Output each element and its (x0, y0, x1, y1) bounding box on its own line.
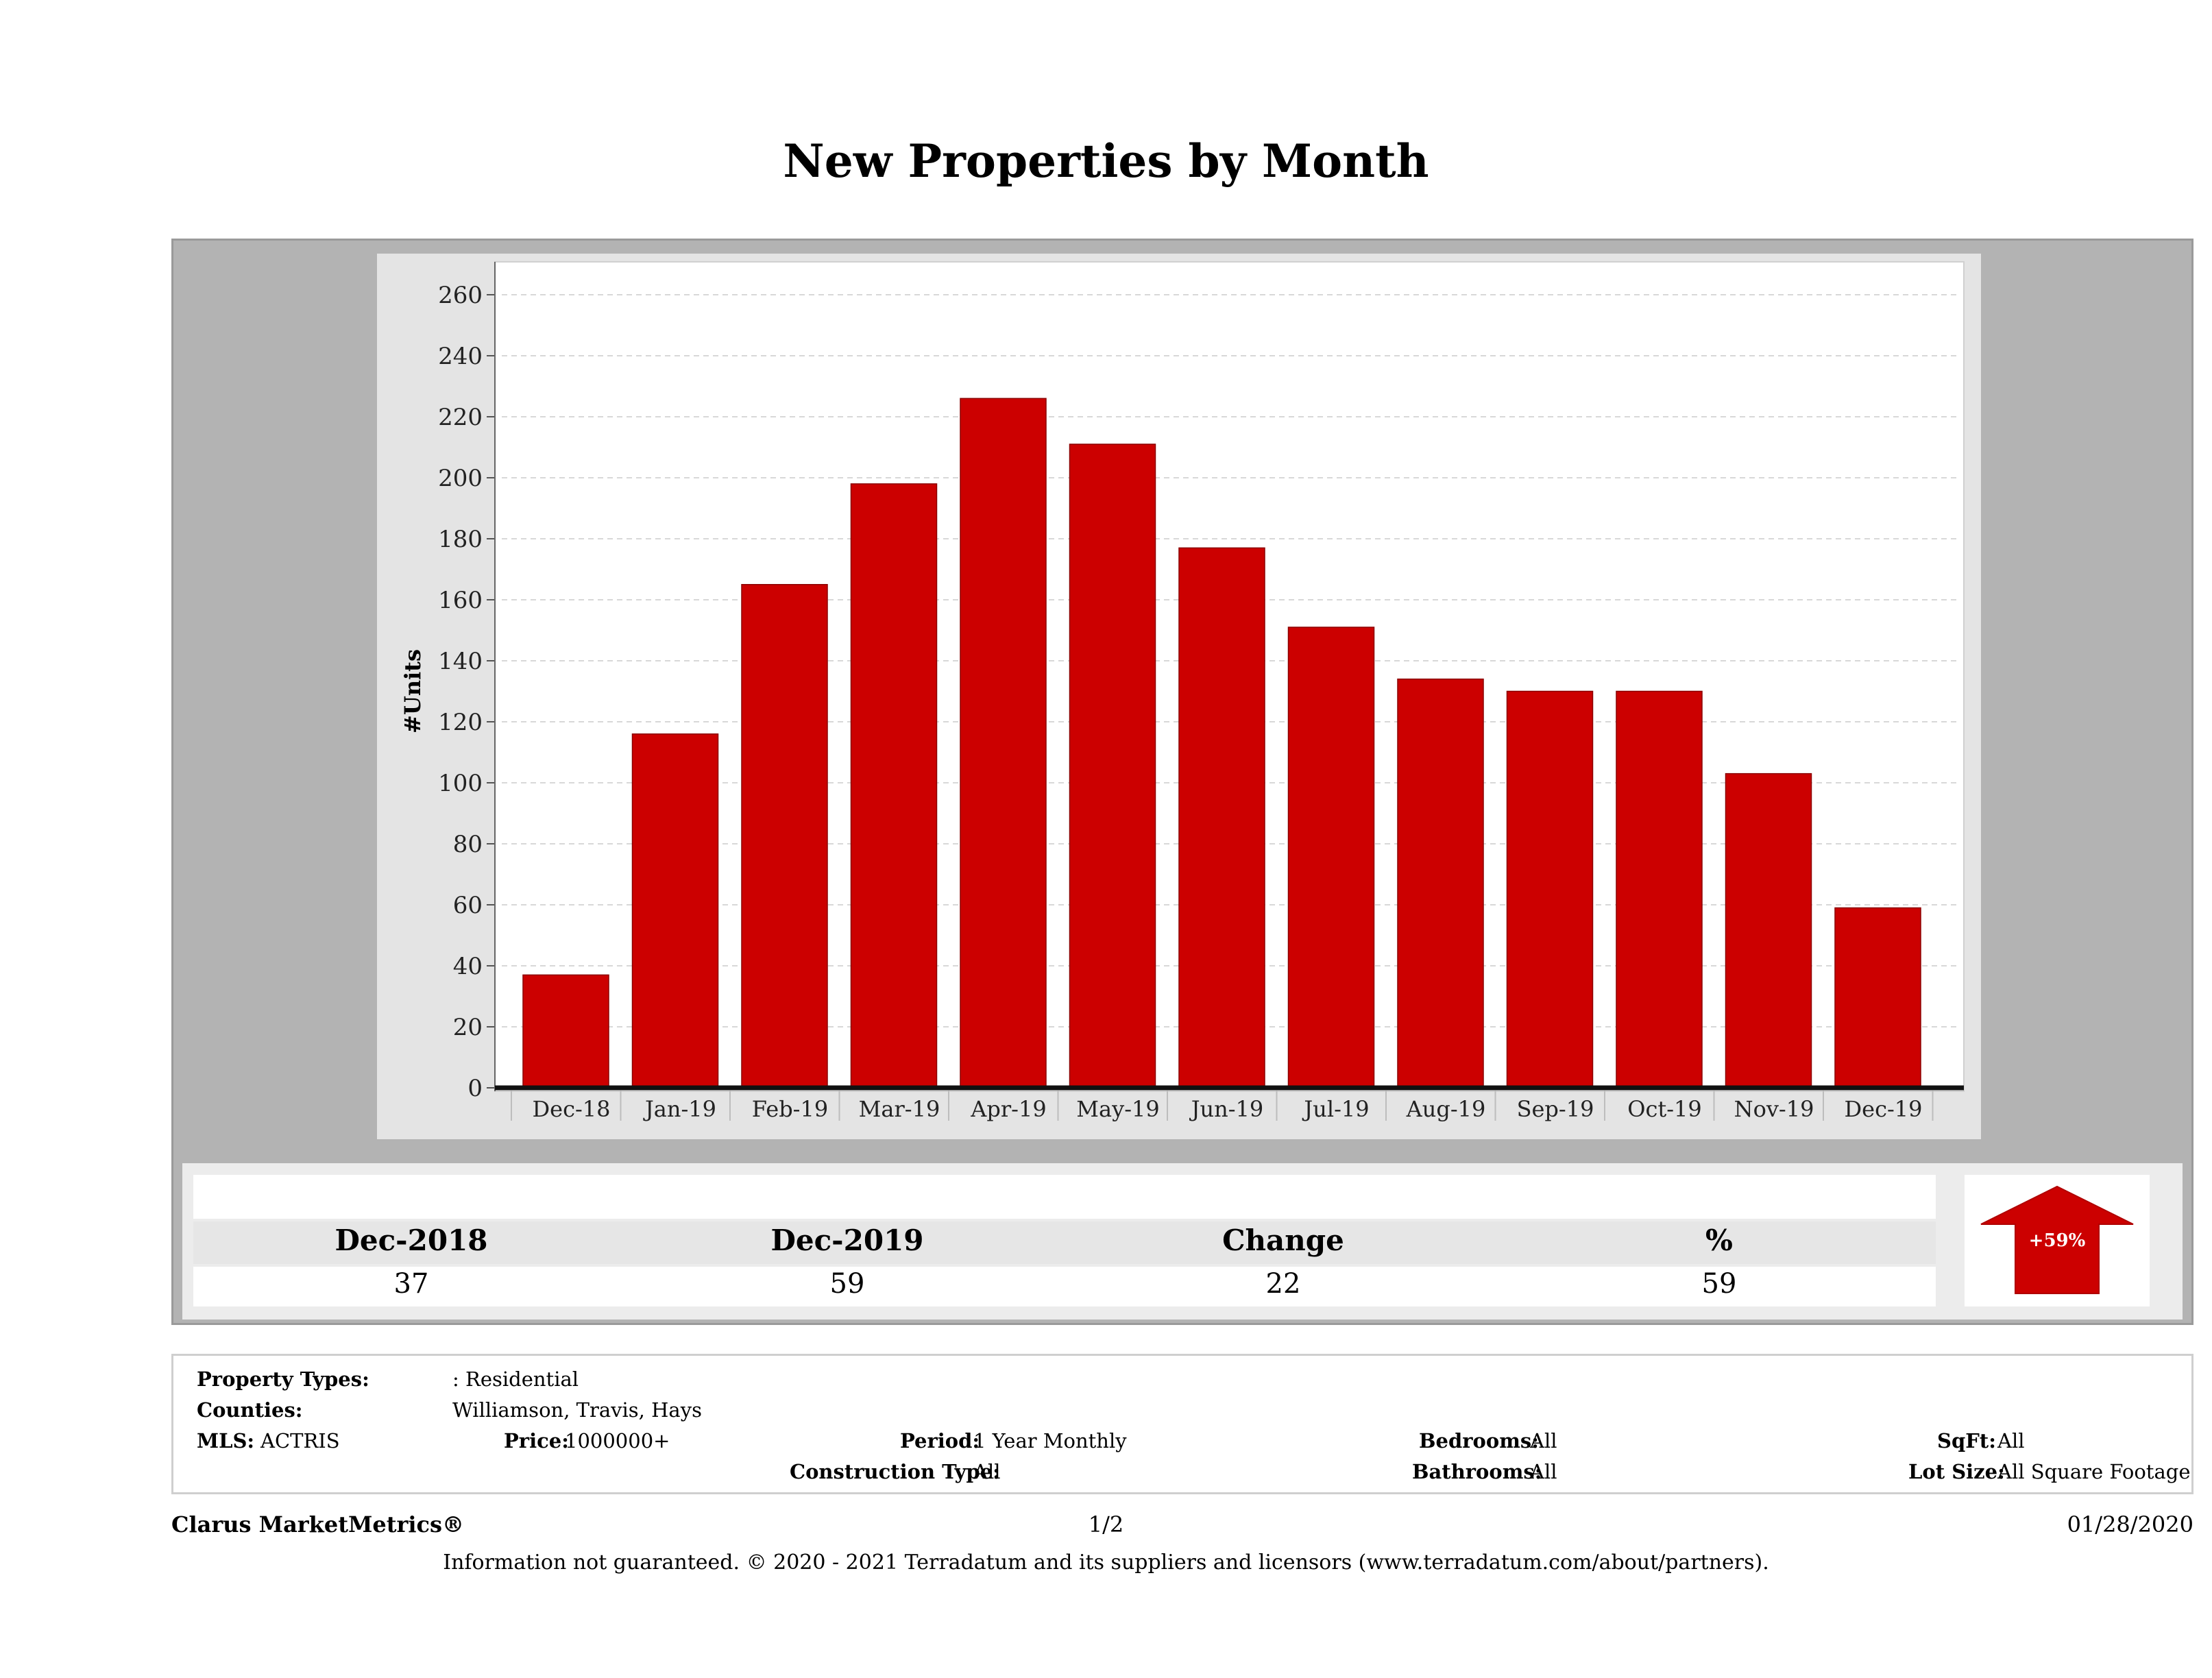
y-tick-label: 260 (438, 282, 483, 309)
bar (631, 733, 719, 1089)
y-tick-label: 180 (438, 526, 483, 553)
x-tick-label: Sep-19 (1517, 1096, 1594, 1122)
sqft-value: All (1997, 1429, 2025, 1452)
bar (522, 974, 609, 1089)
lot-size-value: All Square Footage (1997, 1460, 2191, 1483)
change-badge (1965, 1175, 2150, 1306)
x-tick-label: Oct-19 (1627, 1096, 1702, 1122)
summary-value-end: 59 (829, 1268, 865, 1300)
y-tick-label: 0 (467, 1075, 483, 1102)
bar (1287, 627, 1375, 1089)
bar (1178, 547, 1265, 1089)
construction-type-value: All (973, 1460, 1001, 1483)
bar (960, 398, 1047, 1089)
bathrooms-label: Bathrooms: (1412, 1460, 1542, 1483)
y-tick-label: 120 (438, 709, 483, 736)
bar (741, 584, 828, 1089)
x-tick-label: Feb-19 (752, 1096, 828, 1122)
counties-value: Williamson, Travis, Hays (452, 1398, 702, 1422)
bathrooms-value: All (1530, 1460, 1557, 1483)
x-tick-label: Dec-18 (532, 1096, 610, 1122)
summary-value-change: 22 (1265, 1268, 1301, 1300)
summary-value-row (193, 1267, 1936, 1306)
summary-header-percent: % (1705, 1224, 1733, 1257)
summary-header-change: Change (1222, 1224, 1344, 1257)
y-tick-label: 80 (453, 831, 483, 858)
summary-header-row (193, 1221, 1936, 1264)
y-tick-label: 100 (438, 770, 483, 797)
bar (1397, 678, 1484, 1089)
sqft-label: SqFt: (1937, 1429, 1996, 1452)
period-value: 1 Year Monthly (973, 1429, 1127, 1452)
y-tick-label: 240 (438, 343, 483, 370)
y-tick-label: 200 (438, 465, 483, 492)
mls-value: ACTRIS (260, 1429, 340, 1452)
x-tick-label: Jan-19 (643, 1096, 716, 1122)
bar (1725, 773, 1812, 1089)
bar (1506, 690, 1594, 1089)
y-tick-label: 220 (438, 404, 483, 431)
x-tick-label: Jul-19 (1302, 1096, 1369, 1122)
summary-header-end: Dec-2019 (770, 1224, 924, 1257)
page-title: New Properties by Month (783, 134, 1429, 188)
bedrooms-value: All (1530, 1429, 1557, 1452)
up-arrow-icon (1980, 1185, 2134, 1294)
brand-name: Clarus MarketMetrics® (171, 1511, 465, 1537)
lot-size-label: Lot Size: (1908, 1460, 2005, 1483)
x-tick-label: Apr-19 (970, 1096, 1046, 1122)
x-tick-label: Aug-19 (1406, 1096, 1486, 1122)
construction-type-label: Construction Type: (790, 1460, 1000, 1483)
property-types-value: : Residential (452, 1367, 579, 1391)
report-date: 01/28/2020 (2067, 1511, 2193, 1537)
bar (1834, 907, 1921, 1089)
summary-blank-row (193, 1175, 1936, 1219)
x-tick-label: Mar-19 (859, 1096, 940, 1122)
summary-header-start: Dec-2018 (335, 1224, 488, 1257)
bar-chart: 0 20 40 60 80 100 120 140 160 180 200 220 240 260 #Uni… (400, 261, 1965, 1122)
bar (1069, 443, 1156, 1089)
counties-label: Counties: (197, 1398, 303, 1422)
y-tick-label: 20 (453, 1014, 483, 1041)
summary-value-percent: 59 (1701, 1268, 1737, 1300)
y-axis-label: #Units (400, 649, 426, 733)
x-tick-label: Dec-19 (1844, 1096, 1922, 1122)
bar (850, 483, 938, 1089)
y-tick-label: 40 (453, 953, 483, 980)
bedrooms-label: Bedrooms: (1419, 1429, 1539, 1452)
price-label: Price: (504, 1429, 569, 1452)
mls-label: MLS: (197, 1429, 255, 1452)
price-value: 1000000+ (565, 1429, 670, 1452)
y-tick-label: 160 (438, 587, 483, 614)
x-tick-label: Jun-19 (1189, 1096, 1264, 1122)
disclaimer: Information not guaranteed. © 2020 - 202… (443, 1551, 1769, 1574)
summary-value-start: 37 (393, 1268, 429, 1300)
bar (1616, 690, 1703, 1089)
y-tick-label: 60 (453, 892, 483, 919)
search-criteria-box (171, 1354, 2193, 1494)
property-types-label: Property Types: (197, 1367, 369, 1391)
change-badge-label: +59% (2028, 1230, 2086, 1251)
page-number: 1/2 (1088, 1511, 1124, 1537)
x-tick-label: Nov-19 (1734, 1096, 1814, 1122)
y-tick-label: 140 (438, 648, 483, 675)
period-label: Period: (900, 1429, 980, 1452)
x-tick-label: May-19 (1076, 1096, 1159, 1122)
